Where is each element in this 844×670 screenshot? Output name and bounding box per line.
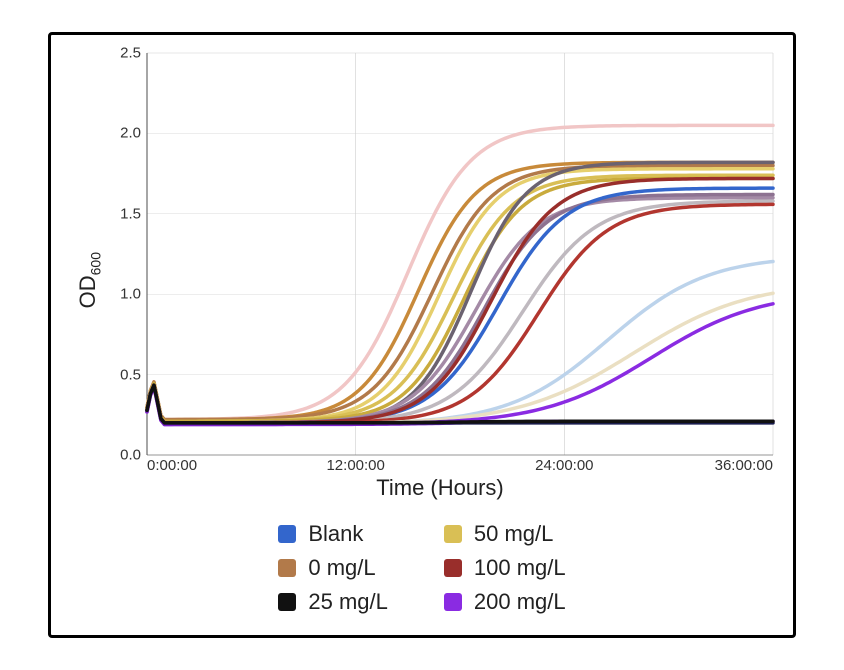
x-tick: 0:00:00 xyxy=(147,457,197,474)
legend-item: Blank xyxy=(278,521,388,547)
legend-swatch xyxy=(278,525,296,543)
y-tick: 1.5 xyxy=(120,205,141,222)
legend-item: 25 mg/L xyxy=(278,589,388,615)
y-tick: 0.5 xyxy=(120,366,141,383)
legend-swatch xyxy=(278,559,296,577)
y-ticks: 0.00.51.01.52.02.5 xyxy=(107,53,147,455)
legend-swatch xyxy=(444,559,462,577)
y-axis-label-wrap: OD600 xyxy=(71,53,107,507)
legend-item: 50 mg/L xyxy=(444,521,566,547)
y-tick: 1.0 xyxy=(120,286,141,303)
legend-item: 0 mg/L xyxy=(278,555,388,581)
x-tick: 12:00:00 xyxy=(326,457,384,474)
x-axis-label: Time (Hours) xyxy=(107,475,773,501)
chart-panel: OD600 0.0 0.5 1.0 1.5 2.0 2.5 0:00:00 12:00:00… xyxy=(48,32,796,638)
plot xyxy=(147,53,773,455)
legend-item: 200 mg/L xyxy=(444,589,566,615)
x-ticks: 0:00:00 12:00:00 24:00:00 36:00:00 xyxy=(147,455,773,475)
legend-label: 100 mg/L xyxy=(474,555,566,581)
chart-area: OD600 0.00.51.01.52.02.5 0:00:0012:00:00… xyxy=(71,53,773,507)
legend: Blank 50 mg/L 0 mg/L 100 mg/L 25 mg/L 200 mg/… xyxy=(278,521,565,615)
legend-label: 50 mg/L xyxy=(474,521,554,547)
x-tick: 36:00:00 xyxy=(715,457,773,474)
y-tick: 2.0 xyxy=(120,125,141,142)
legend-label: 0 mg/L xyxy=(308,555,375,581)
legend-item: 100 mg/L xyxy=(444,555,566,581)
legend-label: Blank xyxy=(308,521,363,547)
y-tick: 0.0 xyxy=(120,447,141,464)
y-tick: 2.5 xyxy=(120,45,141,62)
legend-swatch xyxy=(444,525,462,543)
x-tick: 24:00:00 xyxy=(535,457,593,474)
y-axis-label: OD600 xyxy=(75,252,103,308)
legend-label: 200 mg/L xyxy=(474,589,566,615)
legend-label: 25 mg/L xyxy=(308,589,388,615)
legend-swatch xyxy=(444,593,462,611)
legend-swatch xyxy=(278,593,296,611)
